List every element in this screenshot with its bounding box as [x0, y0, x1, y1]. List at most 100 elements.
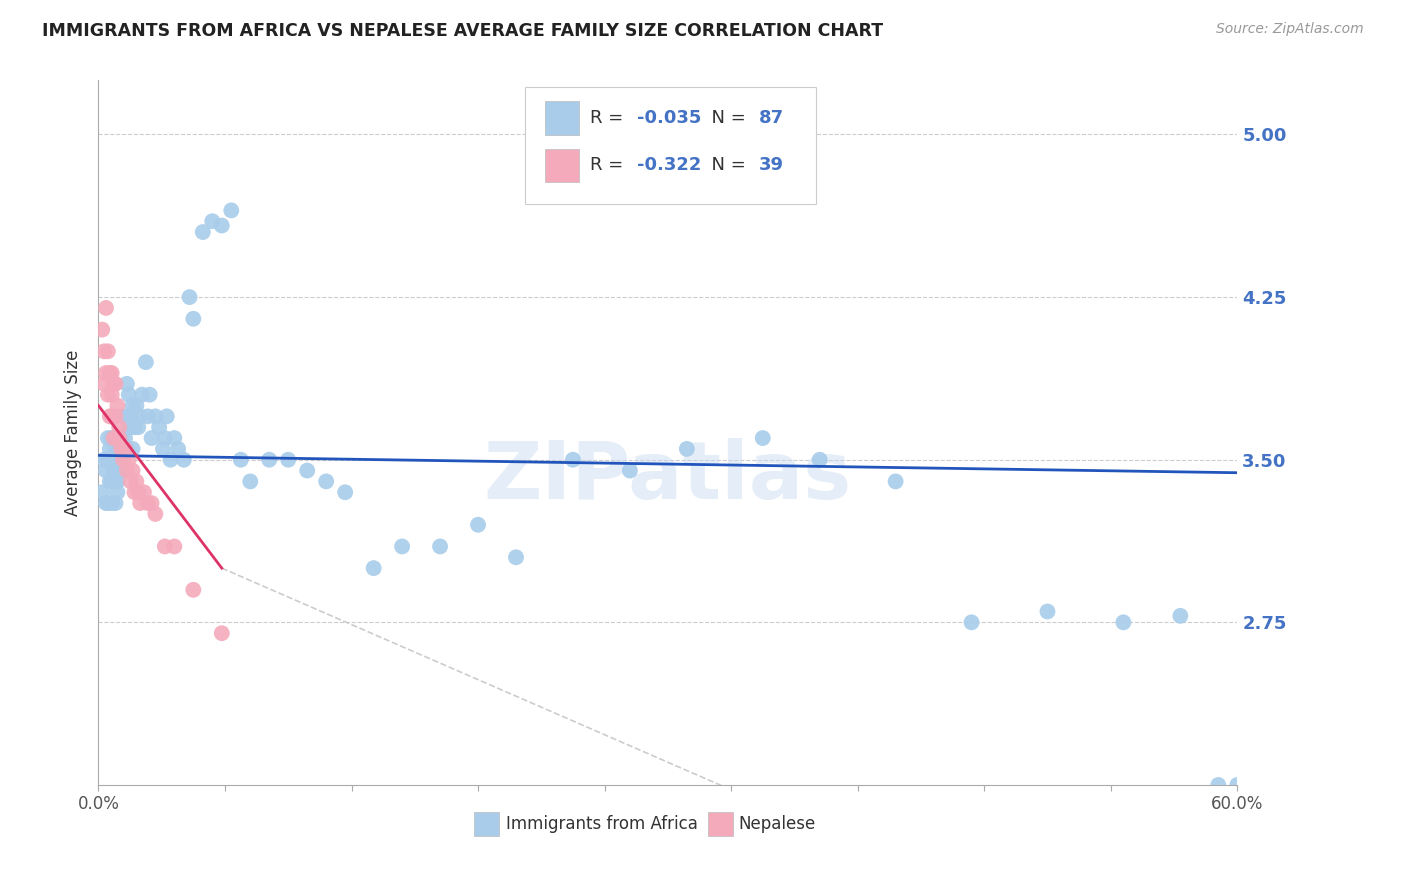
- Text: N =: N =: [700, 109, 751, 127]
- Point: [120, 409, 142, 424]
- Point: [112, 442, 135, 456]
- Point: [93, 344, 115, 359]
- Point: [148, 420, 170, 434]
- Point: [960, 615, 983, 630]
- Point: [108, 420, 131, 434]
- Point: [108, 431, 131, 445]
- Point: [94, 301, 117, 315]
- FancyBboxPatch shape: [546, 149, 579, 183]
- Text: Immigrants from Africa: Immigrants from Africa: [506, 814, 697, 833]
- Point: [118, 452, 141, 467]
- Text: Nepalese: Nepalese: [738, 814, 815, 833]
- Point: [104, 376, 127, 391]
- Point: [94, 496, 117, 510]
- Point: [112, 409, 135, 424]
- Point: [98, 409, 121, 424]
- Point: [97, 452, 120, 467]
- Point: [138, 387, 160, 401]
- Point: [163, 431, 186, 445]
- Point: [562, 452, 585, 467]
- Point: [808, 452, 831, 467]
- Point: [114, 464, 136, 478]
- Point: [104, 442, 127, 456]
- Point: [619, 464, 641, 478]
- Point: [104, 409, 127, 424]
- Point: [100, 475, 122, 489]
- Point: [132, 485, 155, 500]
- Point: [103, 431, 125, 445]
- Point: [100, 431, 122, 445]
- Text: R =: R =: [591, 109, 630, 127]
- Point: [131, 387, 153, 401]
- FancyBboxPatch shape: [707, 812, 733, 836]
- Point: [97, 496, 120, 510]
- Point: [179, 290, 201, 304]
- Point: [115, 409, 138, 424]
- Point: [467, 517, 489, 532]
- Point: [152, 442, 174, 456]
- Text: -0.322: -0.322: [637, 156, 702, 174]
- Point: [145, 507, 167, 521]
- Point: [121, 464, 143, 478]
- FancyBboxPatch shape: [474, 812, 499, 836]
- Point: [141, 431, 163, 445]
- Point: [173, 452, 195, 467]
- Point: [191, 225, 214, 239]
- Point: [1226, 778, 1249, 792]
- Point: [136, 496, 159, 510]
- Point: [125, 475, 148, 489]
- Point: [100, 496, 122, 510]
- Point: [752, 431, 775, 445]
- Point: [110, 442, 132, 456]
- Point: [110, 464, 132, 478]
- Point: [239, 475, 262, 489]
- Point: [136, 409, 159, 424]
- Point: [100, 366, 122, 380]
- Point: [118, 420, 141, 434]
- Point: [277, 452, 299, 467]
- Point: [1112, 615, 1135, 630]
- Text: ZIPatlas: ZIPatlas: [484, 438, 852, 516]
- Point: [97, 387, 120, 401]
- Point: [167, 442, 190, 456]
- Point: [156, 409, 179, 424]
- Point: [127, 485, 149, 500]
- Point: [118, 387, 141, 401]
- Point: [93, 452, 115, 467]
- Point: [107, 431, 129, 445]
- Point: [201, 214, 224, 228]
- Point: [1208, 778, 1230, 792]
- Point: [124, 420, 146, 434]
- Point: [103, 452, 125, 467]
- Point: [121, 399, 143, 413]
- Point: [315, 475, 337, 489]
- Point: [104, 496, 127, 510]
- Point: [1036, 605, 1059, 619]
- Text: 87: 87: [759, 109, 785, 127]
- Point: [91, 485, 114, 500]
- Point: [97, 344, 120, 359]
- Point: [103, 464, 125, 478]
- Point: [229, 452, 252, 467]
- Point: [93, 376, 115, 391]
- Point: [124, 485, 146, 500]
- Point: [259, 452, 281, 467]
- Point: [121, 442, 143, 456]
- Point: [94, 464, 117, 478]
- Point: [129, 409, 152, 424]
- Point: [153, 431, 176, 445]
- FancyBboxPatch shape: [526, 87, 815, 203]
- Point: [107, 452, 129, 467]
- Point: [114, 442, 136, 456]
- Point: [153, 540, 176, 554]
- Point: [141, 496, 163, 510]
- Text: 39: 39: [759, 156, 785, 174]
- Point: [391, 540, 413, 554]
- Point: [94, 366, 117, 380]
- Point: [104, 475, 127, 489]
- Point: [98, 366, 121, 380]
- Y-axis label: Average Family Size: Average Family Size: [65, 350, 83, 516]
- Point: [127, 420, 149, 434]
- Point: [107, 485, 129, 500]
- Text: R =: R =: [591, 156, 630, 174]
